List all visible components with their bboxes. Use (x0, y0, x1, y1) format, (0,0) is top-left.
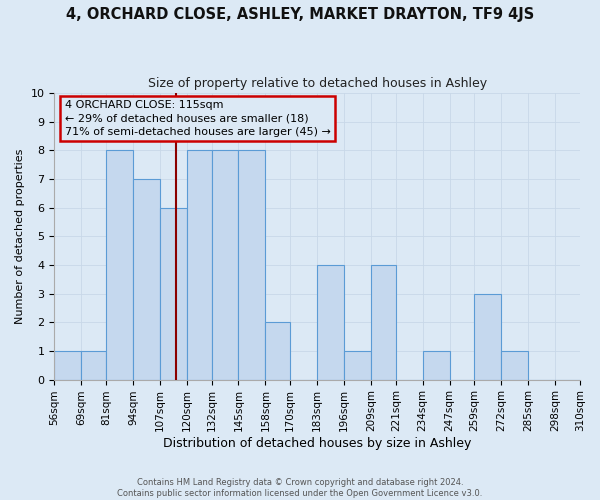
Bar (475, 294, 502, 380)
Bar (187, 150, 212, 380)
Text: 4, ORCHARD CLOSE, ASHLEY, MARKET DRAYTON, TF9 4JS: 4, ORCHARD CLOSE, ASHLEY, MARKET DRAYTON… (66, 8, 534, 22)
Bar (81, 351, 106, 380)
Bar (212, 150, 238, 380)
Y-axis label: Number of detached properties: Number of detached properties (15, 148, 25, 324)
Bar (106, 150, 133, 380)
Bar (160, 208, 187, 380)
Bar (265, 322, 290, 380)
Title: Size of property relative to detached houses in Ashley: Size of property relative to detached ho… (148, 78, 487, 90)
Text: 4 ORCHARD CLOSE: 115sqm
← 29% of detached houses are smaller (18)
71% of semi-de: 4 ORCHARD CLOSE: 115sqm ← 29% of detache… (65, 100, 331, 136)
Bar (502, 351, 528, 380)
Bar (238, 150, 265, 380)
Bar (54, 351, 81, 380)
Bar (133, 179, 160, 380)
Bar (422, 351, 449, 380)
Bar (371, 265, 396, 380)
Bar (344, 351, 371, 380)
Text: Contains HM Land Registry data © Crown copyright and database right 2024.
Contai: Contains HM Land Registry data © Crown c… (118, 478, 482, 498)
Bar (317, 265, 344, 380)
X-axis label: Distribution of detached houses by size in Ashley: Distribution of detached houses by size … (163, 437, 472, 450)
